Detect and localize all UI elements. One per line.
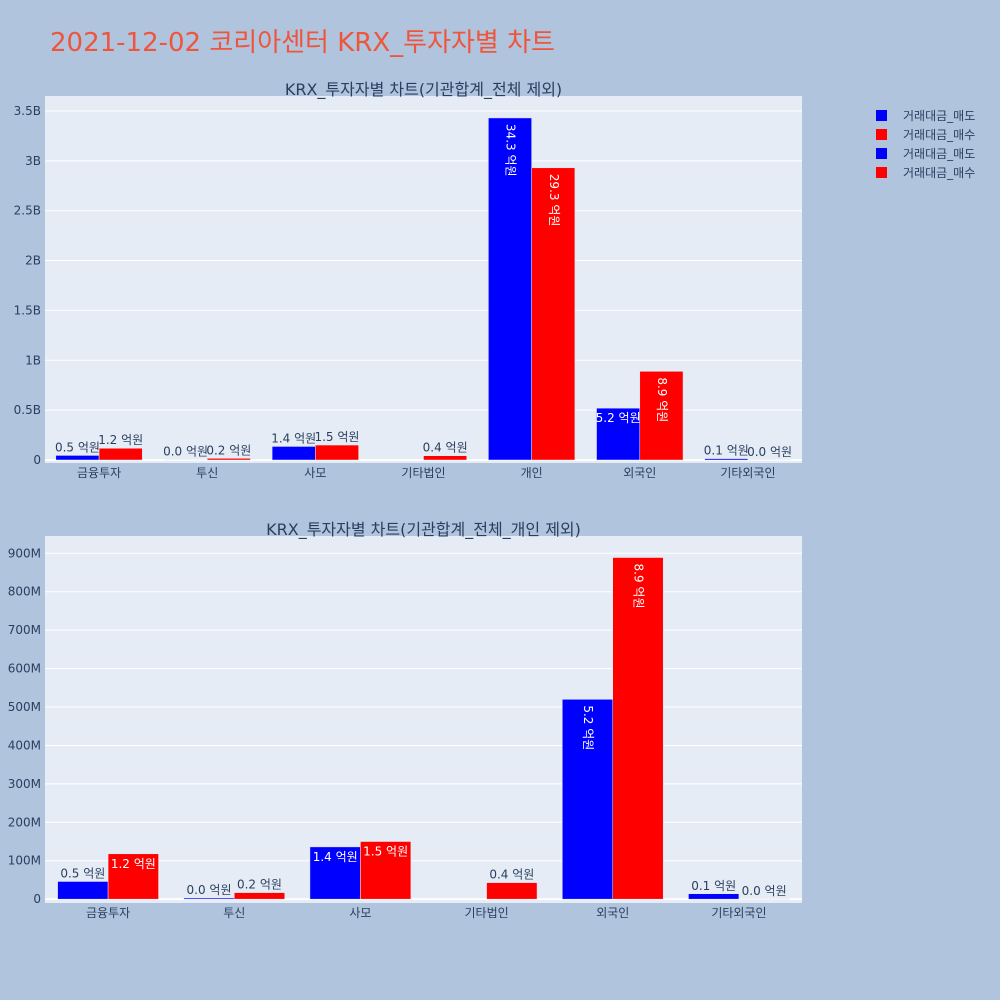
legend-label: 거래대금_매수 (903, 128, 976, 142)
bar-buy (98, 447, 143, 461)
y-tick-label: 100M (8, 854, 41, 868)
bar-sell (488, 117, 532, 461)
main-title: 2021-12-02 코리아센터 KRX_투자자별 차트 (50, 28, 555, 58)
bar-buy (206, 458, 251, 461)
bar-sell (688, 893, 740, 900)
x-tick-label: 투신 (223, 906, 245, 920)
legend-swatch (876, 167, 887, 178)
bar-buy (531, 167, 576, 461)
legend-swatch (876, 129, 887, 140)
x-tick-label: 금융투자 (86, 906, 130, 920)
x-tick-label: 외국인 (623, 466, 656, 480)
bar-data-label: 0.0 억원 (747, 445, 792, 459)
plot-area (45, 96, 802, 463)
bar-data-label: 0.4 억원 (423, 441, 468, 455)
bar-data-label: 1.4 억원 (271, 431, 316, 445)
legend-label: 거래대금_매도 (903, 109, 976, 123)
bar-sell (271, 446, 316, 461)
y-tick-label: 0 (33, 453, 41, 467)
chart-title: KRX_투자자별 차트(기관합계_전체 제외) (285, 80, 562, 100)
x-tick-label: 기타외국인 (711, 906, 766, 920)
bar-buy (234, 892, 285, 900)
x-tick-label: 외국인 (596, 906, 629, 920)
bar-data-label: 0.0 억원 (742, 884, 787, 898)
legend-swatch (876, 110, 887, 121)
bar-data-label: 8.9 억원 (655, 377, 669, 422)
bar-sell (309, 846, 361, 900)
bar-data-label: 1.5 억원 (314, 430, 359, 444)
bar-data-label: 1.2 억원 (98, 433, 143, 447)
x-tick-label: 기타외국인 (720, 466, 775, 480)
y-tick-label: 400M (8, 738, 41, 752)
y-tick-label: 3.5B (14, 104, 41, 118)
y-tick-label: 0.5B (14, 403, 41, 417)
y-tick-label: 700M (8, 623, 41, 637)
legend-swatch (876, 148, 887, 159)
bar-sell (183, 897, 235, 900)
bar-buy (360, 841, 412, 900)
bar-sell (57, 881, 109, 900)
y-tick-label: 0 (33, 892, 41, 906)
legend-item[interactable]: 거래대금_매수 (876, 163, 975, 182)
bar-data-label: 1.4 억원 (313, 850, 358, 864)
bar-data-label: 0.4 억원 (489, 868, 534, 882)
y-tick-label: 1.5B (14, 303, 41, 317)
legend-label: 거래대금_매도 (903, 147, 976, 161)
y-tick-label: 1B (25, 353, 41, 367)
y-tick-label: 900M (8, 546, 41, 560)
bar-data-label: 8.9 억원 (631, 564, 645, 609)
bar-buy (486, 882, 538, 900)
bar-data-label: 1.2 억원 (111, 857, 156, 871)
x-tick-label: 개인 (521, 466, 543, 480)
legend-item[interactable]: 거래대금_매도 (876, 144, 975, 163)
bar-data-label: 5.2 억원 (596, 411, 641, 425)
x-tick-label: 사모 (304, 466, 326, 480)
bar-data-label: 34.3 억원 (504, 124, 518, 177)
bar-data-label: 0.5 억원 (60, 866, 105, 880)
y-tick-label: 800M (8, 585, 41, 599)
y-tick-label: 300M (8, 777, 41, 791)
bar-data-label: 0.5 억원 (55, 440, 100, 454)
bar-buy (612, 557, 664, 900)
y-tick-label: 3B (25, 154, 41, 168)
legend-item[interactable]: 거래대금_매도 (876, 106, 975, 125)
bar-data-label: 0.1 억원 (704, 444, 749, 458)
legend-item[interactable]: 거래대금_매수 (876, 125, 975, 144)
bar-buy (639, 371, 684, 461)
bar-buy (423, 455, 468, 461)
x-tick-label: 기타법인 (464, 906, 508, 920)
y-tick-label: 2.5B (14, 204, 41, 218)
y-tick-label: 2B (25, 254, 41, 268)
bar-sell (596, 407, 641, 461)
y-tick-label: 500M (8, 700, 41, 714)
x-tick-label: 기타법인 (401, 466, 445, 480)
bar-data-label: 0.2 억원 (206, 443, 251, 457)
bar-data-label: 1.5 억원 (363, 845, 408, 859)
legend-label: 거래대금_매수 (903, 166, 976, 180)
plot-area (45, 536, 802, 903)
bar-sell (562, 699, 613, 900)
bar-data-label: 5.2 억원 (581, 705, 595, 750)
bar-data-label: 0.0 억원 (163, 445, 208, 459)
bar-data-label: 0.2 억원 (237, 878, 282, 892)
x-tick-label: 금융투자 (77, 466, 121, 480)
bar-data-label: 0.1 억원 (691, 879, 736, 893)
bar-buy (107, 853, 159, 900)
bar-sell (55, 455, 100, 461)
y-tick-label: 600M (8, 662, 41, 676)
y-tick-label: 200M (8, 815, 41, 829)
bar-data-label: 29.3 억원 (547, 174, 561, 227)
bar-data-label: 0.0 억원 (187, 883, 232, 897)
x-tick-label: 사모 (349, 906, 371, 920)
chart-title: KRX_투자자별 차트(기관합계_전체_개인 제외) (266, 520, 581, 540)
bar-buy (315, 444, 359, 461)
bar-sell (704, 458, 749, 461)
legend: 거래대금_매도 거래대금_매수 거래대금_매도 거래대금_매수 (876, 106, 975, 182)
x-tick-label: 투신 (196, 466, 218, 480)
